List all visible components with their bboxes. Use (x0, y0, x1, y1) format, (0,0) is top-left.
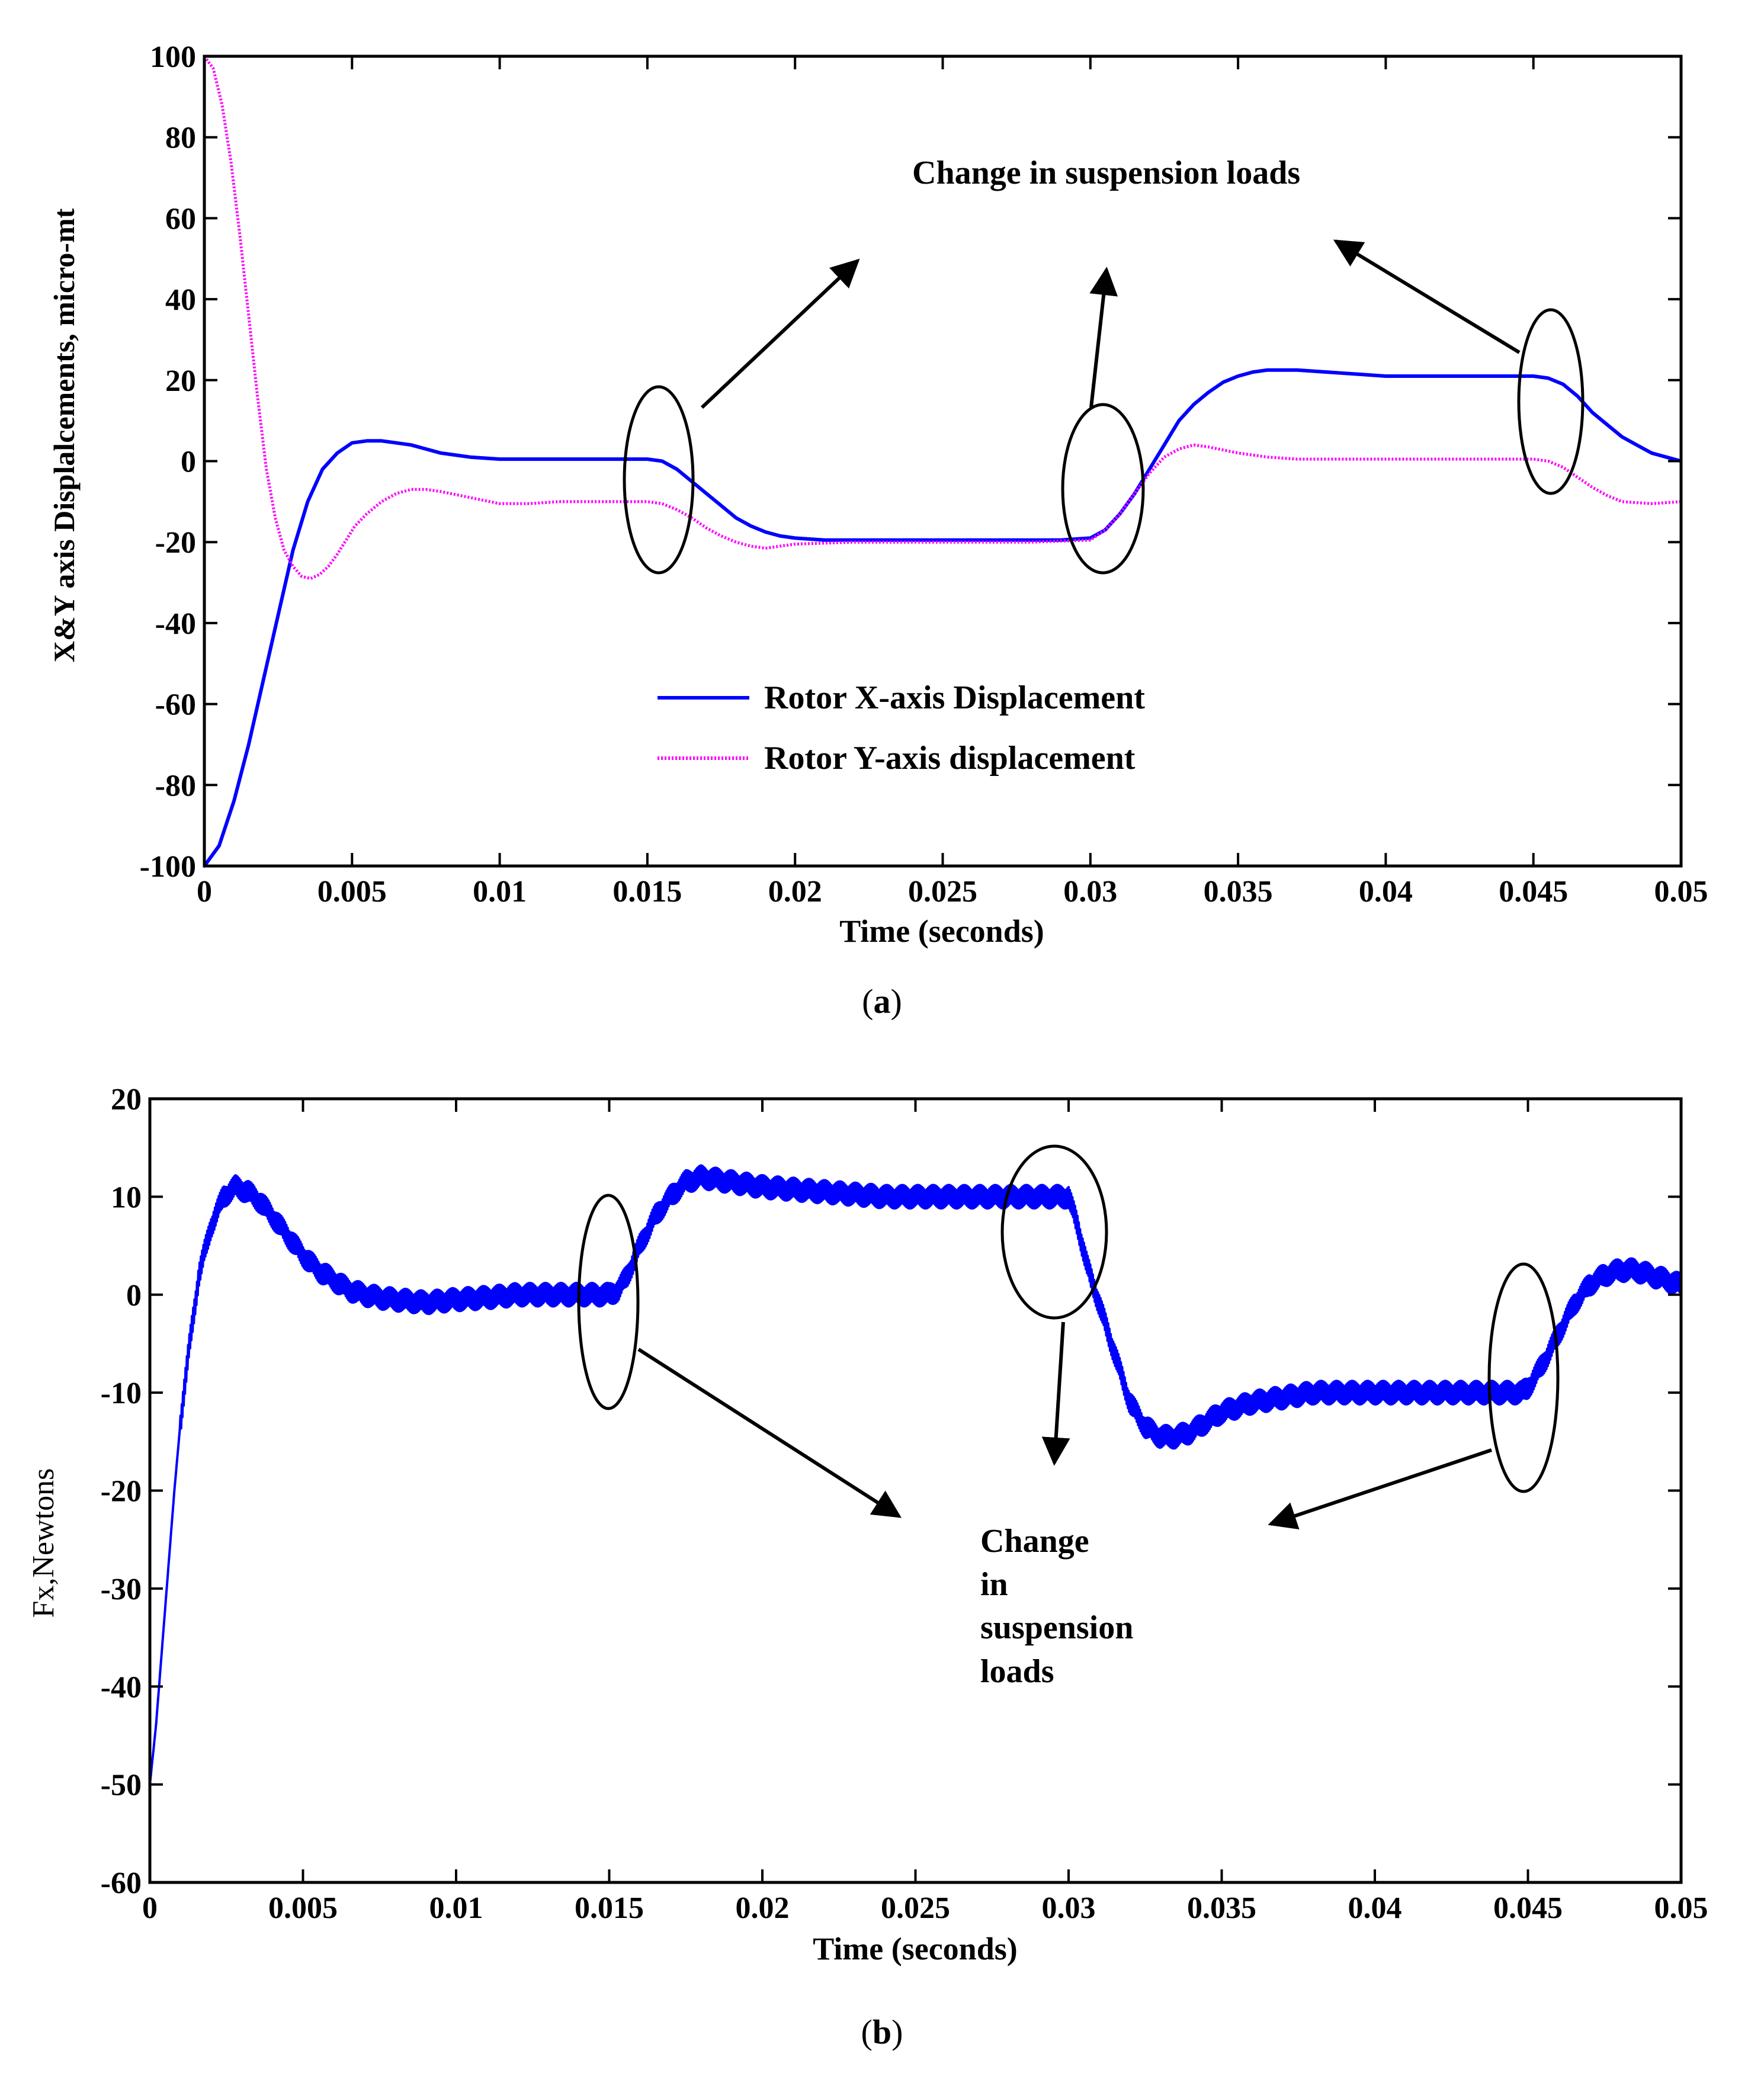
chart-b-ticks: 0 0.005 0.01 0.015 0.02 0.025 0.03 0.035 0.04 0.0… (101, 1083, 1708, 1925)
annotation-arrow-a2 (1089, 267, 1118, 408)
x-tick-label: 0.04 (1359, 875, 1413, 909)
chart-b-annotation-line-3: suspension (980, 1609, 1133, 1646)
caption-b-close: ) (891, 2013, 903, 2051)
x-tick-label: 0.035 (1204, 875, 1273, 909)
y-tick-label: -30 (101, 1573, 142, 1606)
x-tick-label: 0.005 (317, 875, 387, 909)
x-tick-label: 0.025 (881, 1891, 950, 1925)
chart-b-plot-frame (148, 1097, 1683, 1884)
y-tick-label: 10 (111, 1181, 142, 1214)
y-tick-label: 80 (165, 121, 196, 155)
x-tick-label: 0.01 (429, 1891, 483, 1925)
y-tick-label: -60 (155, 688, 196, 722)
y-tick-label: 60 (165, 202, 196, 236)
x-tick-label: 0.02 (768, 875, 822, 909)
annotation-arrow-a3 (1333, 239, 1521, 354)
caption-a-close: ) (891, 982, 902, 1021)
x-tick-label: 0.025 (908, 875, 977, 909)
chart-b-annotation-line-4: loads (980, 1653, 1054, 1690)
y-tick-label: -60 (101, 1866, 142, 1900)
chart-b-annotation: Change in suspension loads (980, 1523, 1133, 1690)
annotation-arrow-b1 (637, 1348, 902, 1518)
caption-b-open: ( (861, 2013, 873, 2051)
x-tick-label: 0.035 (1187, 1891, 1256, 1925)
x-tick-label: 0.03 (1042, 1891, 1096, 1925)
y-tick-label: 20 (165, 364, 196, 398)
chart-b-y-axis-label: Fx,Newtons (27, 1468, 60, 1618)
chart-b-x-axis-label: Time (seconds) (813, 1931, 1018, 1967)
annotation-ellipse-b1 (577, 1194, 640, 1410)
annotation-ellipse-a1 (623, 385, 695, 575)
chart-b-annotation-line-2: in (980, 1566, 1008, 1603)
chart-a-annotation: Change in suspension loads (912, 155, 1300, 191)
annotation-arrow-b3 (1268, 1448, 1492, 1530)
chart-b-annotation-line-1: Change (980, 1523, 1089, 1560)
caption-a-open: ( (862, 982, 873, 1021)
annotation-arrow-a1 (700, 258, 860, 409)
chart-b: 0 0.005 0.01 0.015 0.02 0.025 0.03 0.035 0.04 0.0… (27, 1083, 1708, 2051)
x-tick-label: 0 (142, 1891, 158, 1925)
annotation-ellipse-a2 (1061, 403, 1145, 575)
chart-a-ticks: 0 0.005 0.01 0.015 0.02 0.025 0.03 0.035 0.04 0.0… (140, 40, 1708, 909)
legend-label-x: Rotor X-axis Displacement (764, 679, 1145, 716)
chart-a: 0 0.005 0.01 0.015 0.02 0.025 0.03 0.035 0.04 0.0… (47, 40, 1708, 1021)
x-tick-label: 0.05 (1654, 1891, 1708, 1925)
x-tick-label: 0.04 (1348, 1891, 1402, 1925)
series-line-y (204, 55, 1681, 580)
caption-b-letter: b (873, 2013, 891, 2051)
y-tick-label: -20 (101, 1475, 142, 1509)
y-tick-label: -40 (101, 1670, 142, 1704)
chart-a-legend: Rotor X-axis Displacement Rotor Y-axis d… (658, 679, 1145, 777)
annotation-ellipse-b3 (1487, 1262, 1560, 1493)
chart-b-series-layer (150, 1164, 1681, 1786)
chart-a-series-layer (204, 55, 1681, 868)
x-tick-label: 0.02 (736, 1891, 790, 1925)
y-tick-label: 40 (165, 283, 196, 317)
x-tick-label: 0.01 (473, 875, 527, 909)
x-tick-label: 0.03 (1063, 875, 1117, 909)
y-tick-label: -20 (155, 526, 196, 560)
x-tick-label: 0.045 (1493, 1891, 1563, 1925)
series-line-fx (150, 1164, 1681, 1786)
y-tick-label: 0 (181, 445, 196, 479)
annotation-ellipse-b2 (1000, 1144, 1108, 1320)
y-tick-label: 100 (150, 40, 196, 74)
y-tick-label: 20 (111, 1083, 142, 1117)
series-line-x (204, 368, 1681, 868)
y-tick-label: -100 (140, 850, 196, 884)
x-tick-label: 0.005 (268, 1891, 338, 1925)
chart-a-x-axis-label: Time (seconds) (839, 913, 1044, 949)
y-tick-label: -50 (101, 1769, 142, 1802)
annotation-ellipse-a3 (1517, 308, 1585, 495)
legend-label-y: Rotor Y-axis displacement (764, 740, 1136, 777)
y-tick-label: -80 (155, 769, 196, 803)
x-tick-label: 0.05 (1654, 875, 1708, 909)
caption-a-letter: a (874, 982, 891, 1021)
y-tick-label: -40 (155, 607, 196, 641)
x-tick-label: 0.045 (1499, 875, 1568, 909)
x-tick-label: 0.015 (612, 875, 682, 909)
annotation-arrow-b2 (1041, 1321, 1070, 1466)
x-tick-label: 0 (197, 875, 212, 909)
x-tick-label: 0.015 (575, 1891, 644, 1925)
caption-b: (b) (861, 2013, 903, 2051)
chart-a-y-axis-label: X&Y axis Displalcements, micro-mt (47, 208, 81, 662)
caption-a: (a) (862, 982, 902, 1021)
y-tick-label: -10 (101, 1377, 142, 1410)
y-tick-label: 0 (126, 1279, 142, 1313)
